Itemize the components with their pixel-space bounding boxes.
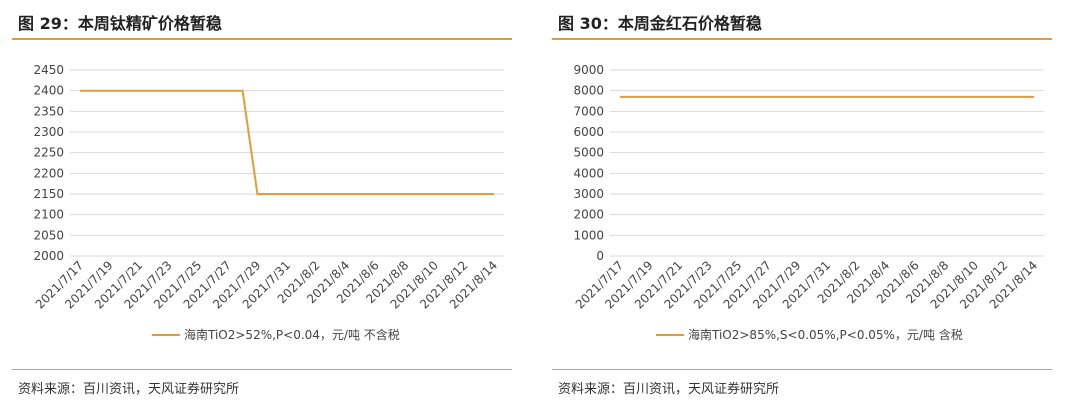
titanium-concentrate-price-chart: 2000 2050 2100 2150 2200 2250 2300 2350 2400 2450… (33, 63, 504, 342)
y-tick-label: 2400 (33, 84, 64, 98)
figure-title: 图 30：本周金红石价格暂稳 (558, 14, 762, 33)
y-tick-label: 5000 (573, 146, 604, 160)
y-tick-label: 9000 (573, 63, 604, 77)
source-divider (552, 369, 1052, 370)
y-tick-label: 7000 (573, 104, 604, 118)
y-tick-label: 2250 (33, 146, 64, 160)
source-divider (12, 369, 512, 370)
title-divider (552, 38, 1052, 40)
y-tick-label: 4000 (573, 166, 604, 180)
y-tick-label: 2450 (33, 63, 64, 77)
y-tick-label: 2350 (33, 104, 64, 118)
right-figure-panel: 图 30：本周金红石价格暂稳 0 1000 2000 3000 4000 5000 6000… (552, 0, 1062, 404)
y-tick-label: 1000 (573, 228, 604, 242)
y-tick-label: 2150 (33, 187, 64, 201)
y-tick-label: 2100 (33, 208, 64, 222)
rutile-price-chart: 0100020003000400050006000700080009000202… (573, 63, 1044, 342)
series-line (80, 89, 494, 195)
left-figure-panel: 图 29：本周钛精矿价格暂稳 2000 2050 2100 2150 2200 2250 2… (12, 0, 522, 404)
legend-label: 海南TiO2>52%,P<0.04，元/吨 不含税 (184, 327, 400, 342)
y-tick-label: 0 (596, 249, 604, 263)
source-note: 资料来源：百川资讯，天风证券研究所 (18, 382, 240, 397)
title-divider (12, 38, 512, 40)
figure-title: 图 29：本周钛精矿价格暂稳 (18, 14, 222, 33)
legend-label: 海南TiO2>85%,S<0.05%,P<0.05%，元/吨 含税 (688, 327, 963, 342)
source-note: 资料来源：百川资讯，天风证券研究所 (558, 382, 780, 397)
y-tick-label: 2000 (33, 249, 64, 263)
y-tick-label: 8000 (573, 84, 604, 98)
y-tick-label: 2050 (33, 228, 64, 242)
y-tick-label: 2300 (33, 125, 64, 139)
y-tick-label: 6000 (573, 125, 604, 139)
y-tick-label: 2000 (573, 208, 604, 222)
y-tick-label: 3000 (573, 187, 604, 201)
y-tick-label: 2200 (33, 166, 64, 180)
